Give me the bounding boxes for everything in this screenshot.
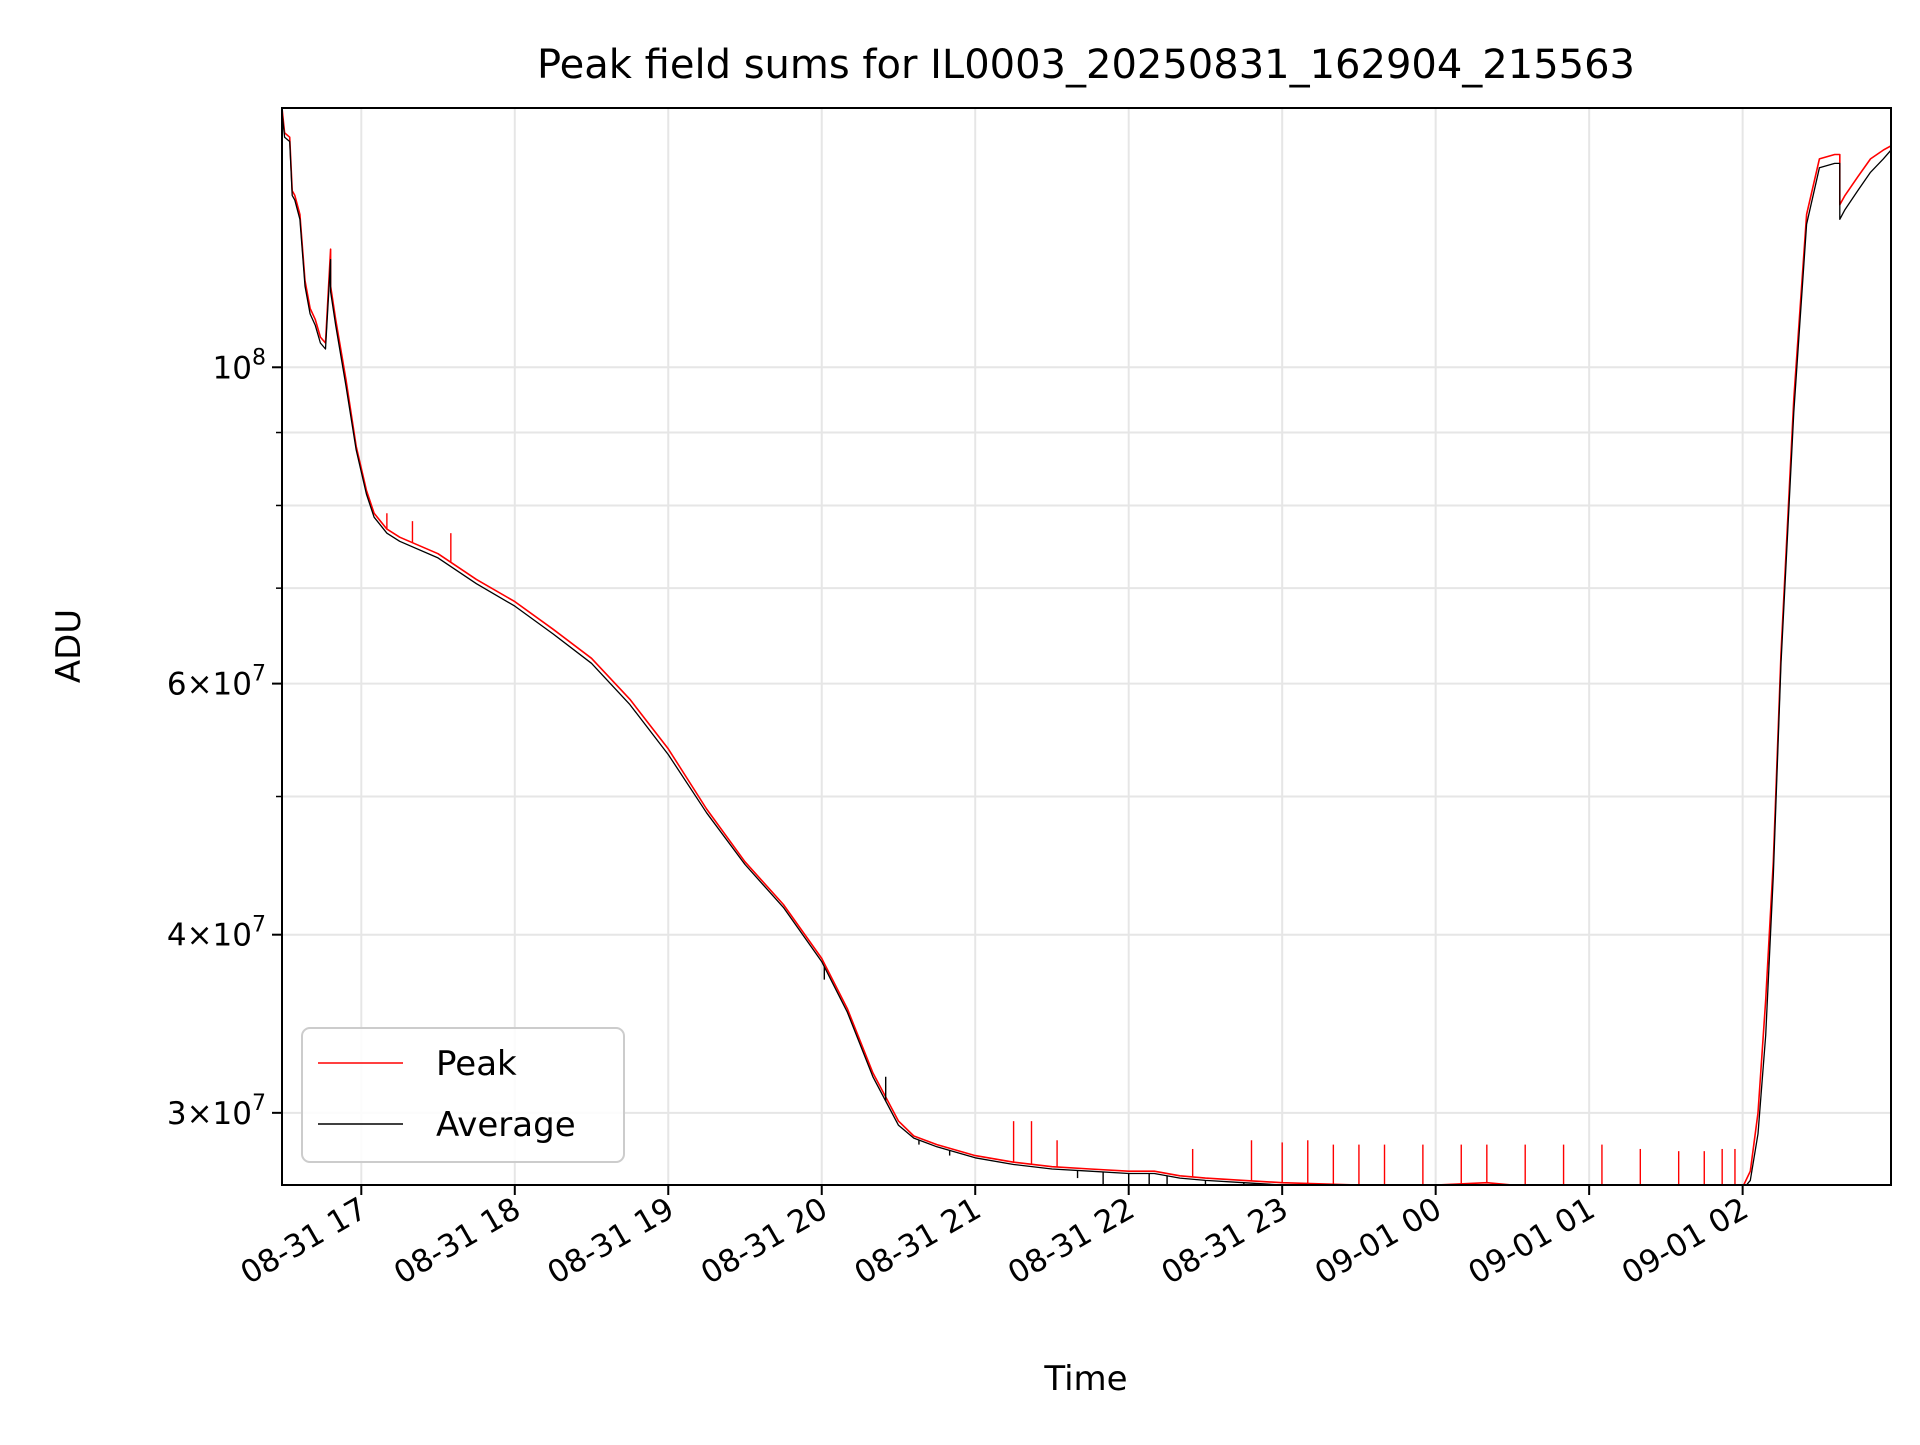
y-axis-label: ADU [49,609,89,683]
x-axis-label: Time [1043,1359,1127,1399]
y-axis: 3×107 4×107 6×107 108 [167,345,282,1132]
chart-title: Peak field sums for IL0003_20250831_1629… [537,42,1635,88]
series-line-average [282,112,1891,1185]
grid [282,108,1891,1185]
y-tick-label: 6×107 [167,662,266,703]
y-tick-label: 108 [213,345,266,386]
legend-label-peak: Peak [436,1044,517,1084]
plot-frame [281,107,1892,1186]
y-tick-label: 4×107 [167,913,266,954]
series-layer [282,108,1891,1185]
y-tick-label: 3×107 [167,1091,266,1132]
legend-box [301,1027,625,1163]
legend-label-average: Average [436,1105,576,1145]
legend: Peak Average [301,1027,625,1163]
